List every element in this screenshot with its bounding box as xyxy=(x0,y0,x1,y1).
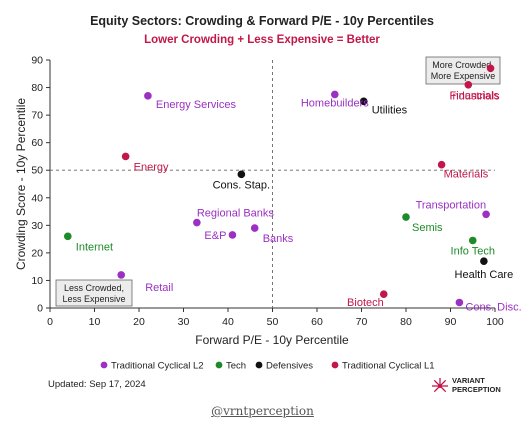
legend-label-defensives: Defensives xyxy=(266,361,313,372)
starburst-icon xyxy=(432,378,448,393)
y-tick-label: 80 xyxy=(31,82,43,94)
label-materials: Materials xyxy=(444,169,489,181)
x-tick-label: 50 xyxy=(267,316,279,328)
x-tick-label: 0 xyxy=(47,316,53,328)
y-tick-label: 60 xyxy=(31,137,43,149)
point-materials xyxy=(437,160,446,169)
x-tick-label: 70 xyxy=(356,316,368,328)
label-cons-stap: Cons. Stap. xyxy=(213,179,270,191)
point-health-care xyxy=(480,257,488,265)
label-biotech: Biotech xyxy=(347,297,384,309)
label-e-p: E&P xyxy=(204,230,226,242)
point-biotech xyxy=(379,290,388,299)
label-utilities: Utilities xyxy=(372,104,408,116)
x-tick-label: 10 xyxy=(89,316,101,328)
x-tick-label: 40 xyxy=(222,316,234,328)
label-homebuilders: Homebuilders xyxy=(301,97,369,109)
point-cons-stap xyxy=(237,170,246,179)
label-industrials: Industrials xyxy=(449,90,500,102)
y-tick-label: 30 xyxy=(31,220,43,232)
y-tick-label: 10 xyxy=(31,275,43,287)
point-homebuilders xyxy=(331,90,339,99)
y-tick-label: 70 xyxy=(31,110,43,122)
annotation-line-2: More Expensive xyxy=(431,71,496,81)
x-tick-label: 60 xyxy=(311,316,323,328)
y-tick-label: 90 xyxy=(31,55,43,67)
x-tick-label: 80 xyxy=(400,316,412,328)
legend-label-traditional-cyclical-l1: Traditional Cyclical L1 xyxy=(342,361,435,372)
legend-label-tech: Tech xyxy=(226,361,246,372)
brand-line-1: VARIANT xyxy=(452,376,485,385)
point-cons-disc xyxy=(455,298,464,307)
point-retail xyxy=(117,271,125,279)
point-e-p xyxy=(228,231,237,239)
label-cons-disc: Cons. Disc. xyxy=(465,301,521,313)
point-labels: Energy Services Homebuilders Regional Bank… xyxy=(76,90,522,314)
scatter-chart: Equity Sectors: Crowding & Forward P/E -… xyxy=(14,14,522,394)
legend-label-traditional-cyclical-l2: Traditional Cyclical L2 xyxy=(111,361,204,372)
annotation-less-crowded: Less Crowded, Less Expensive xyxy=(55,279,133,307)
chart-title: Equity Sectors: Crowding & Forward P/E -… xyxy=(90,14,434,28)
annotation-line-1: More Crowded, xyxy=(432,60,494,70)
label-energy: Energy xyxy=(134,161,169,173)
label-energy-services: Energy Services xyxy=(156,99,237,111)
point-transportation xyxy=(482,210,490,219)
label-regional-banks: Regional Banks xyxy=(197,208,275,220)
point-banks xyxy=(250,224,259,232)
point-energy xyxy=(121,152,130,161)
point-info-tech xyxy=(468,236,477,245)
point-regional-banks xyxy=(193,218,201,227)
y-tick-label: 20 xyxy=(31,247,43,259)
point-energy-services xyxy=(144,92,152,100)
annotation-line-1: Less Crowded, xyxy=(64,283,124,293)
label-internet: Internet xyxy=(76,241,113,253)
brand-line-2: PERCEPTION xyxy=(452,385,501,394)
label-retail: Retail xyxy=(145,282,173,294)
chart-subtitle: Lower Crowding + Less Expensive = Better xyxy=(144,34,380,46)
y-axis-label: Crowding Score - 10y Percentile xyxy=(14,98,28,270)
point-internet xyxy=(64,232,72,241)
point-semis xyxy=(402,213,410,221)
y-ticks: 0 10 20 30 40 50 60 70 80 90 xyxy=(31,55,50,315)
legend-marker-defensives xyxy=(255,361,263,369)
x-ticks: 0 10 20 30 40 50 60 70 80 90 100 xyxy=(47,308,504,328)
point-financials xyxy=(464,81,473,89)
brand-logo: VARIANT PERCEPTION xyxy=(432,376,501,394)
label-financials: Financials xyxy=(450,90,500,102)
point-utilities xyxy=(359,97,368,106)
reference-lines xyxy=(50,60,495,308)
y-tick-label: 40 xyxy=(31,192,43,204)
label-semis: Semis xyxy=(412,222,443,234)
legend-marker-traditional-cyclical-l2 xyxy=(100,361,108,369)
legend: Traditional Cyclical L2 Tech Defensives Tra… xyxy=(100,361,435,372)
x-tick-label: 90 xyxy=(445,316,457,328)
y-tick-label: 50 xyxy=(31,165,43,177)
label-health-care: Health Care xyxy=(455,269,514,281)
legend-marker-tech xyxy=(215,361,223,369)
data-points xyxy=(64,64,495,307)
x-axis-label: Forward P/E - 10y Percentile xyxy=(195,333,349,347)
label-banks: Banks xyxy=(263,233,294,245)
label-info-tech: Info Tech xyxy=(451,245,495,257)
x-tick-label: 100 xyxy=(486,316,504,328)
legend-marker-traditional-cyclical-l1 xyxy=(331,361,339,369)
y-tick-label: 0 xyxy=(37,303,43,315)
x-tick-label: 20 xyxy=(133,316,145,328)
updated-date: Updated: Sep 17, 2024 xyxy=(48,379,146,390)
social-handle-link[interactable]: @vrntperception xyxy=(211,404,314,418)
point-industrials xyxy=(486,64,495,73)
annotation-line-2: Less Expensive xyxy=(62,294,125,304)
x-tick-label: 30 xyxy=(178,316,190,328)
label-transportation: Transportation xyxy=(416,199,487,211)
